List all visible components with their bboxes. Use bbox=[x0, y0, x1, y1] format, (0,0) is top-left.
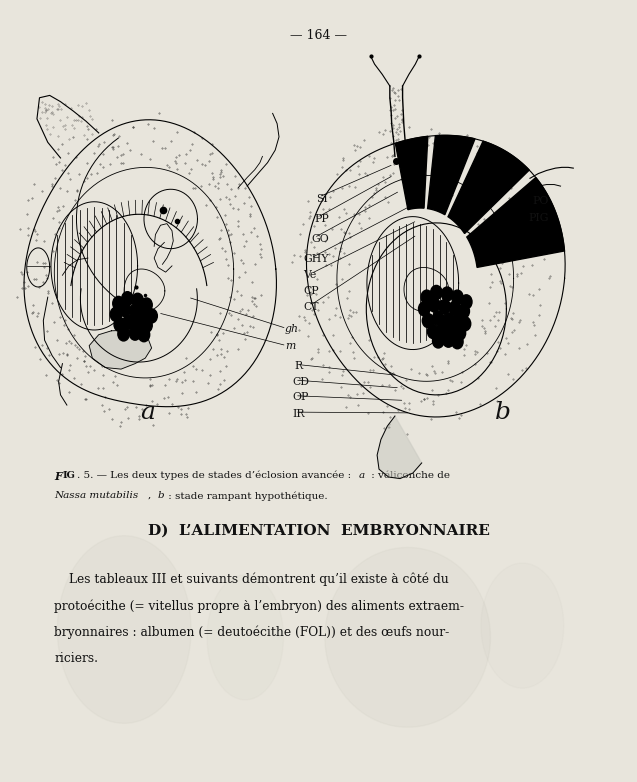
Circle shape bbox=[141, 298, 152, 312]
Polygon shape bbox=[427, 135, 475, 215]
Circle shape bbox=[422, 314, 434, 328]
Polygon shape bbox=[377, 416, 422, 479]
Text: riciers.: riciers. bbox=[54, 652, 98, 665]
Circle shape bbox=[129, 304, 141, 318]
Circle shape bbox=[431, 285, 442, 300]
Text: bryonnaires : albumen (= deutoécithe (FOL)) et des œufs nour-: bryonnaires : albumen (= deutoécithe (FO… bbox=[54, 626, 449, 639]
Circle shape bbox=[146, 309, 157, 323]
Text: : véliconche de: : véliconche de bbox=[368, 471, 450, 480]
Text: D)  L’ALIMENTATION  EMBRYONNAIRE: D) L’ALIMENTATION EMBRYONNAIRE bbox=[148, 524, 489, 538]
Circle shape bbox=[452, 290, 463, 304]
Circle shape bbox=[421, 290, 433, 304]
Text: GO: GO bbox=[311, 235, 329, 244]
Circle shape bbox=[443, 313, 454, 327]
Circle shape bbox=[439, 300, 450, 314]
Polygon shape bbox=[448, 141, 529, 234]
Circle shape bbox=[118, 327, 129, 341]
Text: PO: PO bbox=[532, 196, 548, 206]
Circle shape bbox=[122, 292, 133, 306]
Circle shape bbox=[129, 326, 141, 340]
Text: IR: IR bbox=[292, 409, 305, 418]
Circle shape bbox=[119, 303, 131, 317]
Circle shape bbox=[132, 317, 143, 331]
Text: Nassa mutabilis: Nassa mutabilis bbox=[54, 491, 138, 500]
Text: PIG: PIG bbox=[529, 213, 549, 223]
Polygon shape bbox=[396, 136, 428, 210]
Text: : stade rampant hypothétique.: : stade rampant hypothétique. bbox=[165, 491, 327, 500]
Circle shape bbox=[132, 293, 143, 307]
Polygon shape bbox=[325, 547, 490, 727]
Circle shape bbox=[447, 325, 458, 339]
Text: b: b bbox=[157, 491, 164, 500]
Circle shape bbox=[113, 296, 124, 310]
Text: SI: SI bbox=[316, 194, 327, 203]
Circle shape bbox=[123, 315, 134, 329]
Text: gh: gh bbox=[285, 325, 299, 334]
Circle shape bbox=[138, 306, 150, 320]
Text: Les tableaux III et suivants démontrent qu’il existe à côté du: Les tableaux III et suivants démontrent … bbox=[69, 572, 448, 586]
Circle shape bbox=[114, 317, 125, 332]
Text: CT: CT bbox=[303, 302, 318, 311]
Text: IG: IG bbox=[62, 471, 75, 480]
Text: Ve: Ve bbox=[303, 271, 317, 280]
Circle shape bbox=[441, 287, 453, 301]
Circle shape bbox=[429, 298, 440, 312]
Text: CD: CD bbox=[292, 377, 310, 386]
Text: a: a bbox=[359, 471, 365, 480]
Polygon shape bbox=[57, 536, 191, 723]
Circle shape bbox=[427, 325, 439, 339]
Text: m: m bbox=[285, 342, 295, 351]
Text: a: a bbox=[140, 401, 155, 425]
Circle shape bbox=[452, 314, 463, 328]
Text: . 5. — Les deux types de stades d’éclosion avancée :: . 5. — Les deux types de stades d’éclosi… bbox=[77, 471, 354, 480]
Text: ,: , bbox=[148, 491, 155, 500]
Text: b: b bbox=[495, 401, 512, 425]
Text: F: F bbox=[54, 471, 62, 482]
Text: OP: OP bbox=[292, 393, 309, 402]
Circle shape bbox=[443, 333, 454, 347]
Text: R: R bbox=[294, 361, 303, 371]
Circle shape bbox=[452, 335, 463, 349]
Circle shape bbox=[437, 323, 448, 337]
Polygon shape bbox=[467, 178, 564, 267]
Circle shape bbox=[459, 317, 471, 331]
Circle shape bbox=[433, 311, 444, 325]
Circle shape bbox=[141, 318, 152, 332]
Text: GHY: GHY bbox=[303, 254, 329, 264]
Text: protoécithe (= vitellus propre à l’embryon) des aliments extraem-: protoécithe (= vitellus propre à l’embry… bbox=[54, 599, 464, 612]
Circle shape bbox=[138, 328, 150, 342]
Circle shape bbox=[419, 302, 430, 316]
Circle shape bbox=[461, 295, 472, 309]
Circle shape bbox=[110, 307, 122, 321]
Circle shape bbox=[454, 326, 466, 340]
Polygon shape bbox=[89, 330, 152, 369]
Text: PP: PP bbox=[315, 214, 329, 224]
Circle shape bbox=[458, 304, 469, 318]
Text: — 164 —: — 164 — bbox=[290, 29, 347, 42]
Circle shape bbox=[433, 334, 444, 348]
Circle shape bbox=[449, 301, 461, 315]
Text: CP: CP bbox=[303, 286, 319, 296]
